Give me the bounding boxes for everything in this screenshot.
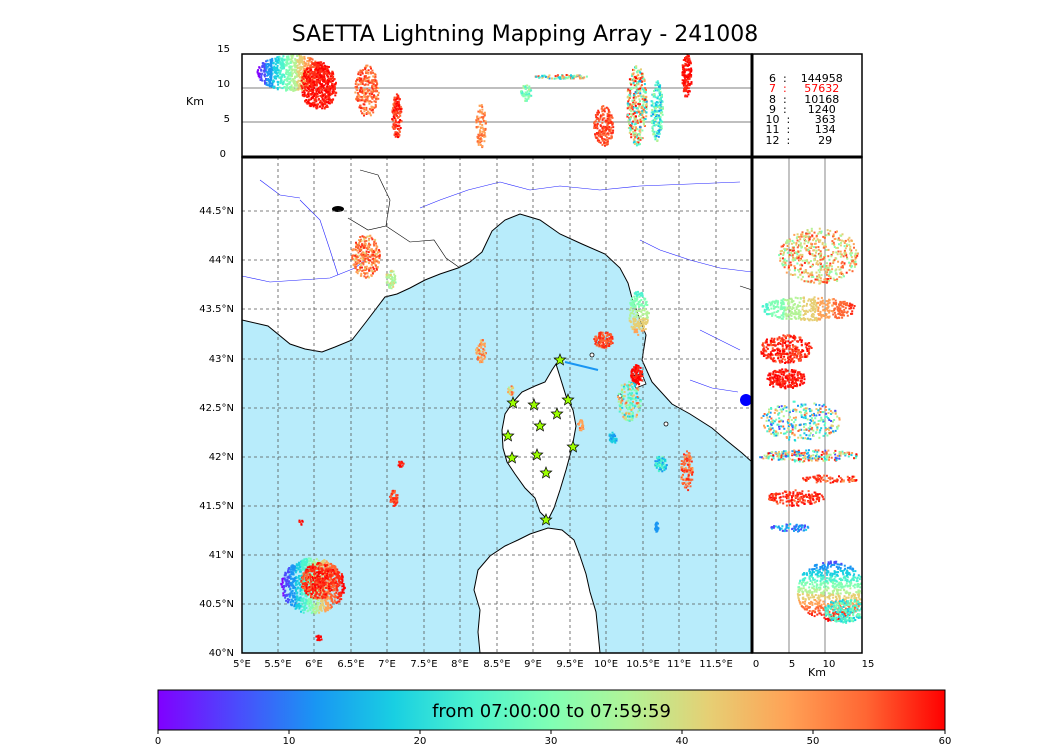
legend-row: 6 : 144958: [762, 72, 843, 85]
legend-source-count: 29: [800, 133, 833, 147]
altitude-vs-lon-panel: [241, 53, 753, 158]
station-star-icon: [539, 513, 553, 526]
lat-tick: 44°N: [209, 255, 234, 266]
station-star-icon: [553, 353, 567, 366]
legend-row: 9 : 1240: [762, 102, 843, 116]
legend-row: 12 : 29: [762, 133, 843, 147]
side-axis-unit: Km: [808, 666, 826, 679]
lat-tick: 44.5°N: [199, 206, 234, 217]
legend-source-count: 144958: [797, 72, 843, 85]
legend-source-count: 10168: [797, 92, 840, 106]
station-star-icon: [566, 440, 580, 453]
legend-separator: :: [776, 82, 798, 96]
lon-tick: 6.5°E: [337, 659, 364, 670]
alt-tick-0: 0: [220, 149, 226, 160]
sardinia-island: [473, 527, 601, 653]
colorbar-tick: 40: [676, 736, 689, 747]
lat-tick: 42.5°N: [199, 403, 234, 414]
lon-tick: 10°E: [594, 659, 618, 670]
lon-tick: 11.5°E: [699, 659, 733, 670]
colorbar-tick: 10: [283, 736, 296, 747]
legend-row: 8 : 10168: [762, 92, 843, 106]
corsica-island: [501, 362, 577, 521]
colorbar-time-label: from 07:00:00 to 07:59:59: [432, 701, 671, 722]
legend-source-count: 363: [800, 113, 836, 127]
colorbar-tick: 20: [414, 736, 427, 747]
legend-station-number: 12: [762, 133, 780, 147]
side-tick-0: 0: [753, 659, 759, 670]
station-star-icon: [539, 466, 553, 479]
lon-tick: 9.5°E: [556, 659, 583, 670]
legend-station-number: 7: [762, 82, 776, 96]
station-star-icon: [561, 393, 575, 406]
legend-separator: :: [779, 123, 801, 137]
lon-tick: 10.5°E: [626, 659, 660, 670]
lat-tick: 41°N: [209, 550, 234, 561]
legend-separator: :: [776, 92, 798, 106]
side-tick-15: 15: [862, 659, 875, 670]
lat-tick: 43.5°N: [199, 304, 234, 315]
colorbar-tick: 50: [807, 736, 820, 747]
lat-tick: 42°N: [209, 452, 234, 463]
station-star-icon: [533, 419, 547, 432]
lon-tick: 6°E: [305, 659, 323, 670]
colorbar-tick: 60: [939, 736, 952, 747]
station-star-icon: [550, 407, 564, 420]
colorbar: 0 10 20 30 40 50 60: [155, 689, 952, 747]
legend-row: 11 : 134: [762, 123, 843, 137]
legend-source-count: 1240: [797, 102, 836, 116]
legend-separator: :: [776, 72, 798, 85]
station-star-icon: [501, 429, 515, 442]
legend-station-number: 8: [762, 92, 776, 106]
side-tick-10: 10: [823, 659, 836, 670]
alt-tick-15: 15: [217, 44, 230, 55]
station-count-legend: 6 : 144958 7 : 57632 8 : 10168 9 : 1240 …: [762, 72, 843, 147]
legend-source-count: 134: [800, 123, 836, 137]
alt-axis-unit: Km: [186, 95, 204, 108]
lon-tick: 11°E: [667, 659, 691, 670]
legend-station-number: 10: [762, 113, 780, 127]
legend-separator: :: [779, 133, 801, 147]
lat-tick: 43°N: [209, 354, 234, 365]
legend-separator: :: [776, 102, 798, 116]
station-markers: [501, 353, 580, 526]
lightning-sources-altitude: [256, 54, 693, 149]
legend-station-number: 6: [762, 72, 776, 85]
lon-tick: 7°E: [378, 659, 396, 670]
station-star-icon: [505, 451, 519, 464]
lon-tick: 5.5°E: [264, 659, 291, 670]
lat-tick: 40.5°N: [199, 599, 234, 610]
legend-station-number: 9: [762, 102, 776, 116]
map-panel: [242, 157, 752, 653]
lon-tick: 7.5°E: [410, 659, 437, 670]
side-tick-5: 5: [789, 659, 795, 670]
station-star-icon: [527, 398, 541, 411]
chart-title: SAETTA Lightning Mapping Array - 241008: [291, 22, 759, 47]
alt-tick-5: 5: [224, 114, 230, 125]
colorbar-tick: 0: [155, 736, 161, 747]
legend-row: 7 : 57632: [762, 82, 843, 96]
station-star-icon: [506, 396, 520, 409]
lon-tick: 9°E: [524, 659, 542, 670]
legend-station-number: 11: [762, 123, 780, 137]
legend-separator: :: [779, 113, 801, 127]
lon-tick: 8.5°E: [483, 659, 510, 670]
lightning-sources-side: [759, 227, 862, 624]
legend-source-count: 57632: [797, 82, 840, 96]
lightning-sources-map: [280, 234, 694, 642]
legend-row: 10 : 363: [762, 113, 843, 127]
lat-tick: 41.5°N: [199, 501, 234, 512]
lon-tick: 5°E: [233, 659, 251, 670]
lat-tick: 40°N: [209, 648, 234, 659]
altitude-vs-lat-panel: [751, 156, 863, 654]
colorbar-tick: 30: [545, 736, 558, 747]
alt-tick-10: 10: [217, 79, 230, 90]
lon-tick: 8°E: [451, 659, 469, 670]
station-star-icon: [530, 448, 544, 461]
